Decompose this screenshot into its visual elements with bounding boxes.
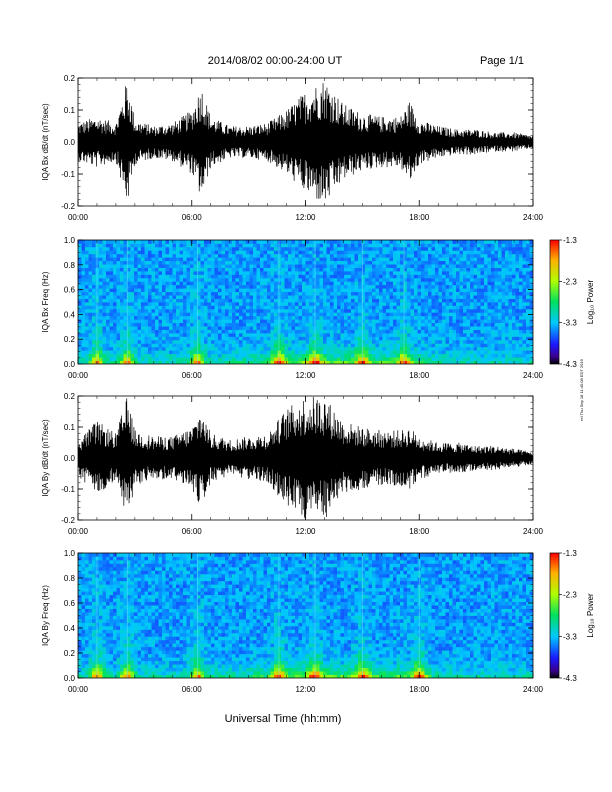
x-tick-label: 24:00: [523, 527, 544, 536]
colorbar-tick-label: -1.3: [563, 236, 577, 245]
colorbar-tick-label: -2.3: [563, 277, 577, 286]
x-axis-label: Universal Time (hh:mm): [225, 713, 342, 725]
x-tick-label: 12:00: [295, 685, 316, 694]
y-tick-label: 0.4: [64, 310, 76, 319]
y-tick-label: 0.0: [64, 138, 76, 147]
y-tick-label: 0.0: [64, 360, 76, 369]
y-axis-label: IQA Bx Freq (Hz): [41, 271, 50, 332]
x-tick-label: 00:00: [68, 213, 89, 222]
y-tick-label: 0.6: [64, 599, 76, 608]
x-tick-label: 18:00: [409, 371, 430, 380]
x-tick-label: 06:00: [182, 685, 203, 694]
panels: 0.2 0.1 0.0 -0.1 -0.2 00:00 06:00 12:00 18:00 24:…: [41, 74, 595, 694]
colorbar-tick-label: -3.3: [563, 319, 577, 328]
x-tick-label: 24:00: [523, 213, 544, 222]
y-tick-label: -0.1: [61, 485, 75, 494]
y-tick-label: -0.2: [61, 202, 75, 211]
spectrogram-cells: [78, 553, 533, 678]
page-indicator: Page 1/1: [480, 55, 524, 67]
colorbar: [549, 552, 560, 679]
x-tick-label: 00:00: [68, 685, 89, 694]
y-axis-label: IQA By dB/dt (nT/sec): [41, 419, 50, 497]
y-tick-label: 0.2: [64, 649, 76, 658]
x-tick-label: 24:00: [523, 685, 544, 694]
y-tick-label: 0.8: [64, 574, 76, 583]
colorbar-tick-label: -2.3: [563, 591, 577, 600]
series-line: [78, 396, 533, 519]
y-tick-label: 0.6: [64, 286, 76, 295]
y-tick-label: -0.2: [61, 516, 75, 525]
y-tick-label: 0.2: [64, 335, 76, 344]
panel-4: -1.3 -2.3 -3.3 -4.3 Log₁₀ Power 1.0 0.8 0.6 0.4 0…: [41, 549, 595, 694]
y-tick-label: 0.8: [64, 261, 76, 270]
colorbar-tick-label: -4.3: [563, 360, 577, 369]
y-tick-label: 1.0: [64, 549, 76, 558]
y-tick-label: 0.1: [64, 423, 76, 432]
panel-3: 0.2 0.1 0.0 -0.1 -0.2 00:00 06:00 12:00 18:00 24:…: [41, 392, 544, 536]
x-tick-label: 00:00: [68, 527, 89, 536]
y-tick-label: 1.0: [64, 236, 76, 245]
y-tick-label: -0.1: [61, 170, 75, 179]
series-line: [78, 83, 533, 199]
x-tick-label: 18:00: [409, 685, 430, 694]
y-axis-label: IQA Bx dB/dt (nT/sec): [41, 103, 50, 181]
colorbar-label: Log₁₀ Power: [586, 280, 595, 325]
x-tick-label: 24:00: [523, 371, 544, 380]
side-note: rel Thu Sep 18 11:45:08 EDT 2019: [579, 358, 584, 420]
x-tick-label: 12:00: [295, 527, 316, 536]
x-tick-label: 06:00: [182, 213, 203, 222]
colorbar-label: Log₁₀ Power: [586, 593, 595, 638]
y-tick-label: 0.0: [64, 454, 76, 463]
chart-title: 2014/08/02 00:00-24:00 UT: [208, 55, 343, 67]
y-tick-label: 0.0: [64, 674, 76, 683]
y-tick-label: 0.1: [64, 106, 76, 115]
y-tick-label: 0.2: [64, 392, 76, 401]
colorbar-tick-label: -3.3: [563, 632, 577, 641]
x-tick-label: 18:00: [409, 213, 430, 222]
x-tick-label: 18:00: [409, 527, 430, 536]
y-tick-label: 0.2: [64, 74, 76, 83]
x-tick-label: 00:00: [68, 371, 89, 380]
colorbar-tick-label: -1.3: [563, 549, 577, 558]
x-tick-label: 12:00: [295, 213, 316, 222]
colorbar: [549, 239, 560, 365]
x-tick-label: 06:00: [182, 527, 203, 536]
x-tick-label: 06:00: [182, 371, 203, 380]
x-tick-label: 12:00: [295, 371, 316, 380]
y-axis-label: IQA By Freq (Hz): [41, 585, 50, 646]
spectrogram-cells: [78, 240, 533, 364]
y-tick-label: 0.4: [64, 624, 76, 633]
colorbar-tick-label: -4.3: [563, 674, 577, 683]
panel-1: 0.2 0.1 0.0 -0.1 -0.2 00:00 06:00 12:00 18:00 24:…: [41, 74, 544, 222]
panel-2: -1.3 -2.3 -3.3 -4.3 Log₁₀ Power 1.0 0.8 0.6 0.4 0…: [41, 236, 595, 380]
